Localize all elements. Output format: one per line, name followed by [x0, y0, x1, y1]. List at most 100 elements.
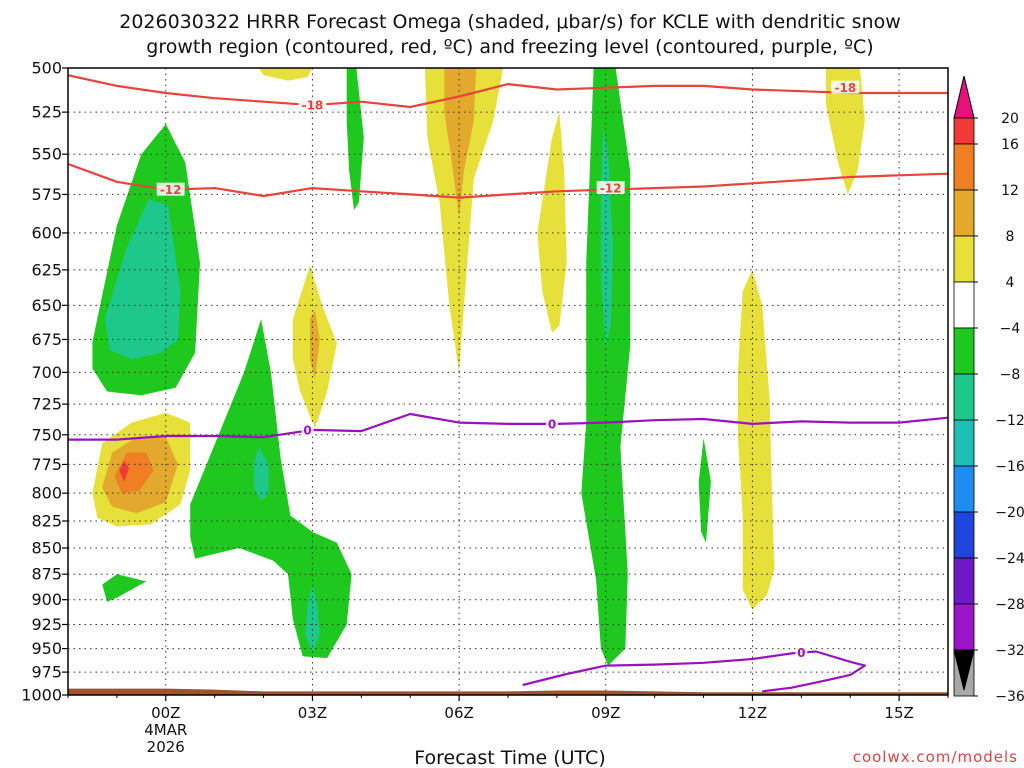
colorbar-label-2: 12: [1001, 183, 1019, 199]
colorbar-swatch-3: [953, 235, 975, 283]
x-tick-label-15Z: 15Z: [884, 704, 913, 722]
omega-area-7: [581, 68, 631, 666]
contour-label-0-1: -18: [834, 81, 856, 95]
colorbar-swatch-0: [953, 117, 975, 145]
y-tick-label-950: 950: [31, 639, 62, 658]
plot-frame: [67, 67, 949, 696]
omega-area-2: [190, 319, 352, 659]
y-tick-label-925: 925: [31, 615, 62, 634]
contour-line-2: [68, 412, 948, 441]
colorbar-swatch-6: [953, 373, 975, 421]
colorbar-label-10: −24: [995, 551, 1024, 567]
omega-area-14: [258, 68, 313, 81]
colorbar-label-5: −4: [1000, 321, 1021, 337]
colorbar-label-9: −20: [995, 505, 1024, 521]
contour-label-layer: -18 -18 -12 -12 0 0 0: [156, 80, 860, 660]
contour-label-0-0: -18: [302, 99, 324, 113]
contour-label-3-0: 0: [797, 646, 805, 660]
y-tick-label-625: 625: [31, 260, 62, 279]
y-tick-label-1000: 1000: [21, 686, 62, 705]
y-tick-label-800: 800: [31, 484, 62, 503]
colorbar-bottom-arrow: [953, 649, 975, 691]
contour-line-0: [68, 74, 948, 109]
y-tick-label-525: 525: [31, 103, 62, 122]
colorbar-swatch-8: [953, 465, 975, 513]
contour-label-bg: [298, 98, 327, 112]
x-tick-label-09Z: 09Z: [591, 704, 620, 722]
colorbar-swatch-7: [953, 419, 975, 467]
y-tick-label-850: 850: [31, 538, 62, 557]
y-tick-label-675: 675: [31, 330, 62, 349]
contour-label-bg: [301, 422, 314, 436]
contour-label-1-0: -12: [160, 183, 182, 197]
x-tick-date: 4MAR: [144, 721, 187, 739]
contour-label-1-1: -12: [600, 182, 622, 196]
colorbar-label-6: −8: [1000, 367, 1021, 383]
y-tick-label-500: 500: [31, 59, 62, 78]
y-tick-label-550: 550: [31, 145, 62, 164]
colorbar-label-11: −28: [995, 597, 1024, 613]
contour-label-bg: [546, 416, 558, 430]
y-tick-label-600: 600: [31, 223, 62, 242]
colorbar: 20 16 12 8 4 −4 −8 −12 −16 −20 −24 −28 −32 −36: [953, 75, 1024, 705]
y-tick-label-575: 575: [31, 185, 62, 204]
colorbar-label-4: 4: [1006, 275, 1015, 291]
grid-lines: [68, 68, 948, 695]
contour-layer: [68, 74, 948, 693]
colorbar-swatch-5: [953, 327, 975, 375]
colorbar-label-13: −36: [995, 689, 1024, 705]
y-tick-label-750: 750: [31, 425, 62, 444]
colorbar-label-8: −16: [995, 459, 1024, 475]
contour-label-2-1: 0: [548, 417, 556, 431]
contour-label-bg: [831, 80, 860, 94]
colorbar-swatch-11: [953, 603, 975, 651]
chart-title-line-1: 2026030322 HRRR Forecast Omega (shaded, …: [119, 11, 901, 33]
y-tick-label-775: 775: [31, 455, 62, 474]
contour-label-bg: [596, 181, 625, 195]
terrain-fill: [68, 688, 948, 695]
omega-shading-layer: [92, 68, 865, 666]
omega-area-1: [104, 199, 181, 360]
x-tick-label-03Z: 03Z: [298, 704, 327, 722]
omega-area-6: [346, 68, 364, 210]
omega-area-21: [825, 68, 865, 195]
y-axis: 500 525 550 575 600 625 650 675 700 725 750 775 800 8…: [21, 59, 68, 705]
x-axis-label: Forecast Time (UTC): [414, 747, 605, 768]
contour-label-bg: [795, 645, 808, 659]
omega-area-19: [537, 112, 567, 333]
x-tick-label-12Z: 12Z: [738, 704, 767, 722]
contour-line-1: [68, 162, 948, 199]
y-tick-label-875: 875: [31, 565, 62, 584]
omega-area-20: [737, 269, 775, 610]
colorbar-swatch-4: [953, 281, 975, 329]
y-tick-label-725: 725: [31, 395, 62, 414]
colorbar-label-1: 16: [1001, 137, 1019, 153]
y-tick-label-825: 825: [31, 511, 62, 530]
terrain-layer: [68, 688, 948, 695]
credit-text: coolwx.com/models: [853, 748, 1018, 766]
colorbar-swatch-10: [953, 557, 975, 605]
colorbar-label-12: −32: [995, 643, 1024, 659]
colorbar-label-0: 20: [1001, 111, 1019, 127]
y-tick-label-650: 650: [31, 296, 62, 315]
omega-area-13: [119, 460, 130, 482]
y-tick-label-700: 700: [31, 363, 62, 382]
x-tick-year: 2026: [147, 738, 185, 756]
y-tick-label-975: 975: [31, 663, 62, 682]
contour-line-3: [522, 650, 866, 693]
x-tick-label-00Z: 00Z: [151, 704, 180, 722]
omega-area-5: [102, 574, 147, 602]
contour-label-2-0: 0: [303, 423, 311, 437]
contour-label-bg: [156, 182, 185, 196]
colorbar-label-7: −12: [995, 413, 1024, 429]
x-tick-label-06Z: 06Z: [444, 704, 473, 722]
omega-area-3: [253, 446, 269, 501]
y-tick-label-900: 900: [31, 590, 62, 609]
colorbar-label-3: 8: [1006, 229, 1015, 245]
colorbar-swatch-9: [953, 511, 975, 559]
colorbar-top-arrow: [953, 75, 975, 119]
omega-area-17: [424, 68, 504, 373]
omega-area-9: [698, 438, 711, 543]
